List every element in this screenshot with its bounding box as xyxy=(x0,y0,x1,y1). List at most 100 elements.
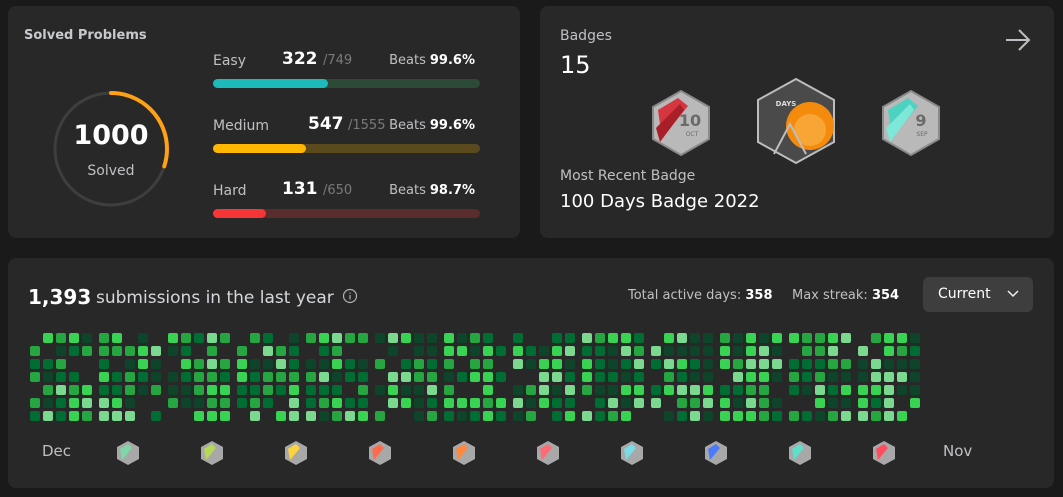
heatmap-cell[interactable] xyxy=(112,411,122,421)
heatmap-cell[interactable] xyxy=(789,385,799,395)
heatmap-cell[interactable] xyxy=(125,372,135,382)
heatmap-cell[interactable] xyxy=(470,346,480,356)
heatmap-cell[interactable] xyxy=(690,398,700,408)
heatmap-cell[interactable] xyxy=(470,411,480,421)
heatmap-cell[interactable] xyxy=(332,411,342,421)
heatmap-cell[interactable] xyxy=(483,385,493,395)
heatmap-cell[interactable] xyxy=(634,359,644,369)
heatmap-cell[interactable] xyxy=(634,333,644,343)
heatmap-cell[interactable] xyxy=(112,346,122,356)
heatmap-cell[interactable] xyxy=(828,359,838,369)
heatmap-cell[interactable] xyxy=(759,333,769,343)
heatmap-cell[interactable] xyxy=(789,359,799,369)
heatmap-cell[interactable] xyxy=(690,333,700,343)
heatmap-cell[interactable] xyxy=(388,333,398,343)
100-days-badge-icon[interactable]: DAYS xyxy=(754,76,838,166)
heatmap-cell[interactable] xyxy=(194,333,204,343)
heatmap-cell[interactable] xyxy=(289,346,299,356)
heatmap-cell[interactable] xyxy=(483,346,493,356)
heatmap-cell[interactable] xyxy=(720,398,730,408)
heatmap-cell[interactable] xyxy=(720,359,730,369)
heatmap-cell[interactable] xyxy=(125,359,135,369)
heatmap-cell[interactable] xyxy=(332,333,342,343)
heatmap-cell[interactable] xyxy=(565,385,575,395)
heatmap-cell[interactable] xyxy=(513,359,523,369)
heatmap-cell[interactable] xyxy=(815,359,825,369)
heatmap-cell[interactable] xyxy=(414,372,424,382)
heatmap-cell[interactable] xyxy=(608,359,618,369)
heatmap-cell[interactable] xyxy=(289,411,299,421)
heatmap-cell[interactable] xyxy=(414,359,424,369)
heatmap-cell[interactable] xyxy=(552,372,562,382)
heatmap-cell[interactable] xyxy=(470,333,480,343)
heatmap-cell[interactable] xyxy=(56,359,66,369)
heatmap-cell[interactable] xyxy=(388,372,398,382)
heatmap-cell[interactable] xyxy=(207,385,217,395)
heatmap-cell[interactable] xyxy=(470,359,480,369)
heatmap-cell[interactable] xyxy=(871,359,881,369)
heatmap-cell[interactable] xyxy=(151,372,161,382)
heatmap-cell[interactable] xyxy=(608,372,618,382)
heatmap-cell[interactable] xyxy=(910,385,920,395)
heatmap-cell[interactable] xyxy=(319,346,329,356)
heatmap-cell[interactable] xyxy=(388,398,398,408)
heatmap-cell[interactable] xyxy=(125,346,135,356)
heatmap-cell[interactable] xyxy=(733,411,743,421)
heatmap-cell[interactable] xyxy=(69,333,79,343)
heatmap-cell[interactable] xyxy=(319,333,329,343)
heatmap-cell[interactable] xyxy=(746,333,756,343)
heatmap-cell[interactable] xyxy=(677,385,687,395)
heatmap-cell[interactable] xyxy=(306,359,316,369)
heatmap-cell[interactable] xyxy=(703,359,713,369)
heatmap-cell[interactable] xyxy=(194,372,204,382)
heatmap-cell[interactable] xyxy=(358,385,368,395)
heatmap-cell[interactable] xyxy=(43,372,53,382)
heatmap-cell[interactable] xyxy=(910,372,920,382)
heatmap-cell[interactable] xyxy=(427,398,437,408)
heatmap-cell[interactable] xyxy=(871,372,881,382)
heatmap-cell[interactable] xyxy=(772,359,782,369)
heatmap-cell[interactable] xyxy=(427,359,437,369)
heatmap-cell[interactable] xyxy=(664,372,674,382)
heatmap-cell[interactable] xyxy=(263,333,273,343)
heatmap-cell[interactable] xyxy=(306,372,316,382)
heatmap-cell[interactable] xyxy=(871,411,881,421)
heatmap-cell[interactable] xyxy=(181,359,191,369)
heatmap-cell[interactable] xyxy=(733,359,743,369)
heatmap-cell[interactable] xyxy=(427,346,437,356)
heatmap-cell[interactable] xyxy=(677,333,687,343)
heatmap-cell[interactable] xyxy=(552,398,562,408)
heatmap-cell[interactable] xyxy=(138,359,148,369)
heatmap-cell[interactable] xyxy=(388,346,398,356)
heatmap-cell[interactable] xyxy=(841,359,851,369)
heatmap-cell[interactable] xyxy=(99,359,109,369)
heatmap-cell[interactable] xyxy=(897,385,907,395)
heatmap-cell[interactable] xyxy=(608,411,618,421)
heatmap-cell[interactable] xyxy=(56,333,66,343)
heatmap-cell[interactable] xyxy=(375,359,385,369)
heatmap-cell[interactable] xyxy=(444,411,454,421)
heatmap-cell[interactable] xyxy=(250,372,260,382)
heatmap-cell[interactable] xyxy=(289,372,299,382)
heatmap-cell[interactable] xyxy=(565,346,575,356)
heatmap-cell[interactable] xyxy=(125,411,135,421)
heatmap-cell[interactable] xyxy=(552,333,562,343)
heatmap-cell[interactable] xyxy=(181,398,191,408)
heatmap-cell[interactable] xyxy=(56,372,66,382)
heatmap-cell[interactable] xyxy=(897,372,907,382)
heatmap-cell[interactable] xyxy=(733,346,743,356)
heatmap-cell[interactable] xyxy=(345,333,355,343)
heatmap-cell[interactable] xyxy=(496,398,506,408)
heatmap-cell[interactable] xyxy=(483,411,493,421)
heatmap-cell[interactable] xyxy=(263,398,273,408)
heatmap-cell[interactable] xyxy=(151,359,161,369)
heatmap-cell[interactable] xyxy=(457,372,467,382)
heatmap-cell[interactable] xyxy=(43,333,53,343)
heatmap-cell[interactable] xyxy=(375,411,385,421)
heatmap-cell[interactable] xyxy=(815,411,825,421)
heatmap-cell[interactable] xyxy=(276,359,286,369)
heatmap-cell[interactable] xyxy=(513,385,523,395)
heatmap-cell[interactable] xyxy=(651,385,661,395)
heatmap-cell[interactable] xyxy=(444,359,454,369)
heatmap-cell[interactable] xyxy=(207,411,217,421)
